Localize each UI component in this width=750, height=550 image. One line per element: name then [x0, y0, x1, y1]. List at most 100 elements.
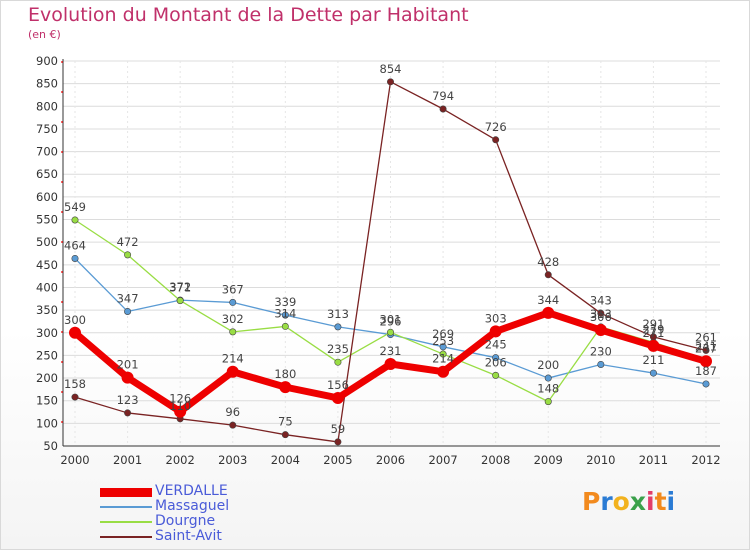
y-tick-label: 350 — [36, 303, 58, 317]
data-label-verdalle: 237 — [695, 341, 717, 355]
data-label-dourgne: 549 — [64, 200, 86, 214]
data-label-dourgne: 314 — [274, 306, 296, 320]
data-label-saint-avit: 75 — [278, 415, 293, 429]
x-tick-label: 2005 — [323, 453, 352, 467]
y-tick-label: 750 — [36, 122, 58, 136]
data-point-verdalle — [700, 355, 712, 368]
x-tick-label: 2003 — [218, 453, 247, 467]
legend-item: Saint-Avit — [100, 529, 300, 544]
legend-swatch — [100, 536, 152, 538]
data-label-dourgne: 301 — [380, 312, 402, 326]
data-label-massaguel: 296 — [380, 315, 402, 329]
data-point-massaguel — [702, 380, 710, 388]
data-label-massaguel: 230 — [590, 344, 612, 358]
legend-item: VERDALLE — [100, 484, 300, 499]
y-tick-label: 150 — [36, 394, 58, 408]
data-label-verdalle: 300 — [64, 313, 86, 327]
data-point-dourgne — [334, 358, 342, 366]
data-label-saint-avit: 261 — [695, 330, 717, 344]
y-tick-label: 800 — [36, 99, 58, 113]
data-label-saint-avit: 123 — [117, 393, 139, 407]
data-label-saint-avit: 854 — [380, 62, 402, 76]
data-label-verdalle: 303 — [485, 311, 507, 325]
data-point-massaguel — [229, 298, 237, 306]
data-label-saint-avit: 96 — [225, 405, 240, 419]
data-point-massaguel — [124, 307, 132, 315]
data-point-verdalle — [331, 391, 344, 404]
data-label-massaguel: 464 — [64, 238, 86, 252]
logo-letter: o — [612, 487, 630, 516]
data-point-saint-avit — [334, 438, 342, 446]
legend-swatch — [100, 487, 152, 497]
data-label-verdalle: 271 — [642, 326, 664, 340]
data-point-dourgne — [281, 322, 289, 330]
data-point-dourgne — [229, 328, 237, 336]
legend-swatch — [100, 521, 152, 523]
data-label-saint-avit: 726 — [485, 120, 507, 134]
y-tick-label: 550 — [36, 213, 58, 227]
data-point-saint-avit — [439, 105, 447, 113]
data-label-dourgne: 279 — [642, 322, 664, 336]
data-label-dourgne: 235 — [327, 342, 349, 356]
data-label-verdalle: 156 — [327, 378, 349, 392]
y-tick-label: 50 — [43, 439, 58, 453]
data-point-massaguel — [492, 354, 500, 362]
logo-letter: x — [629, 487, 646, 516]
data-label-verdalle: 214 — [222, 352, 244, 366]
data-label-verdalle: 180 — [274, 367, 296, 381]
data-label-dourgne: 302 — [222, 312, 244, 326]
data-label-verdalle: 201 — [117, 358, 139, 372]
data-label-saint-avit: 158 — [64, 377, 86, 391]
logo-letter: i — [646, 487, 655, 516]
y-tick-label: 100 — [36, 416, 58, 430]
data-label-verdalle: 214 — [432, 352, 454, 366]
legend-item: Dourgne — [100, 514, 300, 529]
data-label-saint-avit: 343 — [590, 293, 612, 307]
data-point-massaguel — [597, 360, 605, 368]
logo-letter: r — [600, 487, 613, 516]
data-point-verdalle — [121, 371, 134, 384]
data-label-dourgne: 253 — [432, 334, 454, 348]
data-label-dourgne: 313 — [590, 307, 612, 321]
legend-label: Dourgne — [155, 513, 216, 529]
data-label-dourgne: 472 — [117, 235, 139, 249]
legend-label: VERDALLE — [155, 483, 228, 499]
data-label-verdalle: 126 — [169, 392, 191, 406]
data-point-massaguel — [649, 369, 657, 377]
x-tick-label: 2002 — [166, 453, 195, 467]
x-tick-label: 2011 — [639, 453, 668, 467]
x-tick-label: 2004 — [271, 453, 300, 467]
data-label-verdalle: 231 — [380, 344, 402, 358]
data-point-verdalle — [437, 365, 450, 378]
y-tick-label: 500 — [36, 235, 58, 249]
chart-title: Evolution du Montant de la Dette par Hab… — [28, 4, 469, 26]
data-point-saint-avit — [229, 421, 237, 429]
legend-item: Massaguel — [100, 499, 300, 514]
data-label-saint-avit: 59 — [331, 422, 346, 436]
data-label-verdalle: 344 — [537, 293, 559, 307]
data-point-verdalle — [542, 306, 555, 319]
data-point-saint-avit — [492, 136, 500, 144]
data-point-saint-avit — [281, 431, 289, 439]
data-label-massaguel: 339 — [274, 295, 296, 309]
y-tick-label: 400 — [36, 280, 58, 294]
data-label-dourgne: 371 — [169, 281, 191, 295]
proxiti-logo: Proxiti — [582, 487, 675, 516]
x-tick-label: 2007 — [428, 453, 457, 467]
data-label-dourgne: 241 — [695, 339, 717, 353]
data-label-saint-avit: 794 — [432, 89, 454, 103]
data-point-dourgne — [386, 328, 394, 336]
data-label-saint-avit: 291 — [642, 317, 664, 331]
data-point-massaguel — [71, 254, 79, 262]
data-label-saint-avit: 110 — [169, 399, 191, 413]
data-point-verdalle — [69, 326, 81, 339]
y-tick-label: 900 — [36, 54, 58, 68]
data-point-dourgne — [71, 216, 79, 224]
data-point-verdalle — [279, 381, 292, 394]
data-point-saint-avit — [544, 271, 552, 279]
data-point-verdalle — [594, 324, 607, 337]
y-tick-label: 450 — [36, 258, 58, 272]
data-label-massaguel: 313 — [327, 307, 349, 321]
